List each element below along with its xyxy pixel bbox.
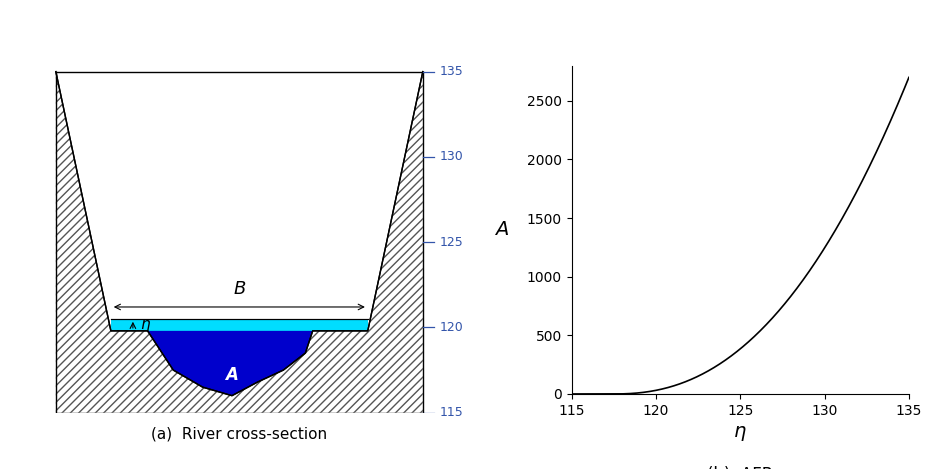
Text: B: B — [233, 280, 245, 298]
Text: 115: 115 — [439, 406, 462, 419]
Polygon shape — [56, 72, 422, 413]
Polygon shape — [110, 319, 367, 331]
Text: 120: 120 — [439, 321, 462, 334]
Text: 125: 125 — [439, 236, 462, 249]
Text: A: A — [226, 366, 238, 384]
Polygon shape — [147, 331, 313, 396]
Polygon shape — [56, 38, 422, 319]
Text: (b)  AFR: (b) AFR — [707, 466, 772, 469]
X-axis label: η: η — [733, 422, 746, 441]
Y-axis label: A: A — [494, 220, 508, 239]
Text: 135: 135 — [439, 65, 462, 78]
Text: 130: 130 — [439, 151, 462, 163]
Text: (a)  River cross-section: (a) River cross-section — [151, 426, 327, 441]
Text: η: η — [140, 318, 150, 333]
